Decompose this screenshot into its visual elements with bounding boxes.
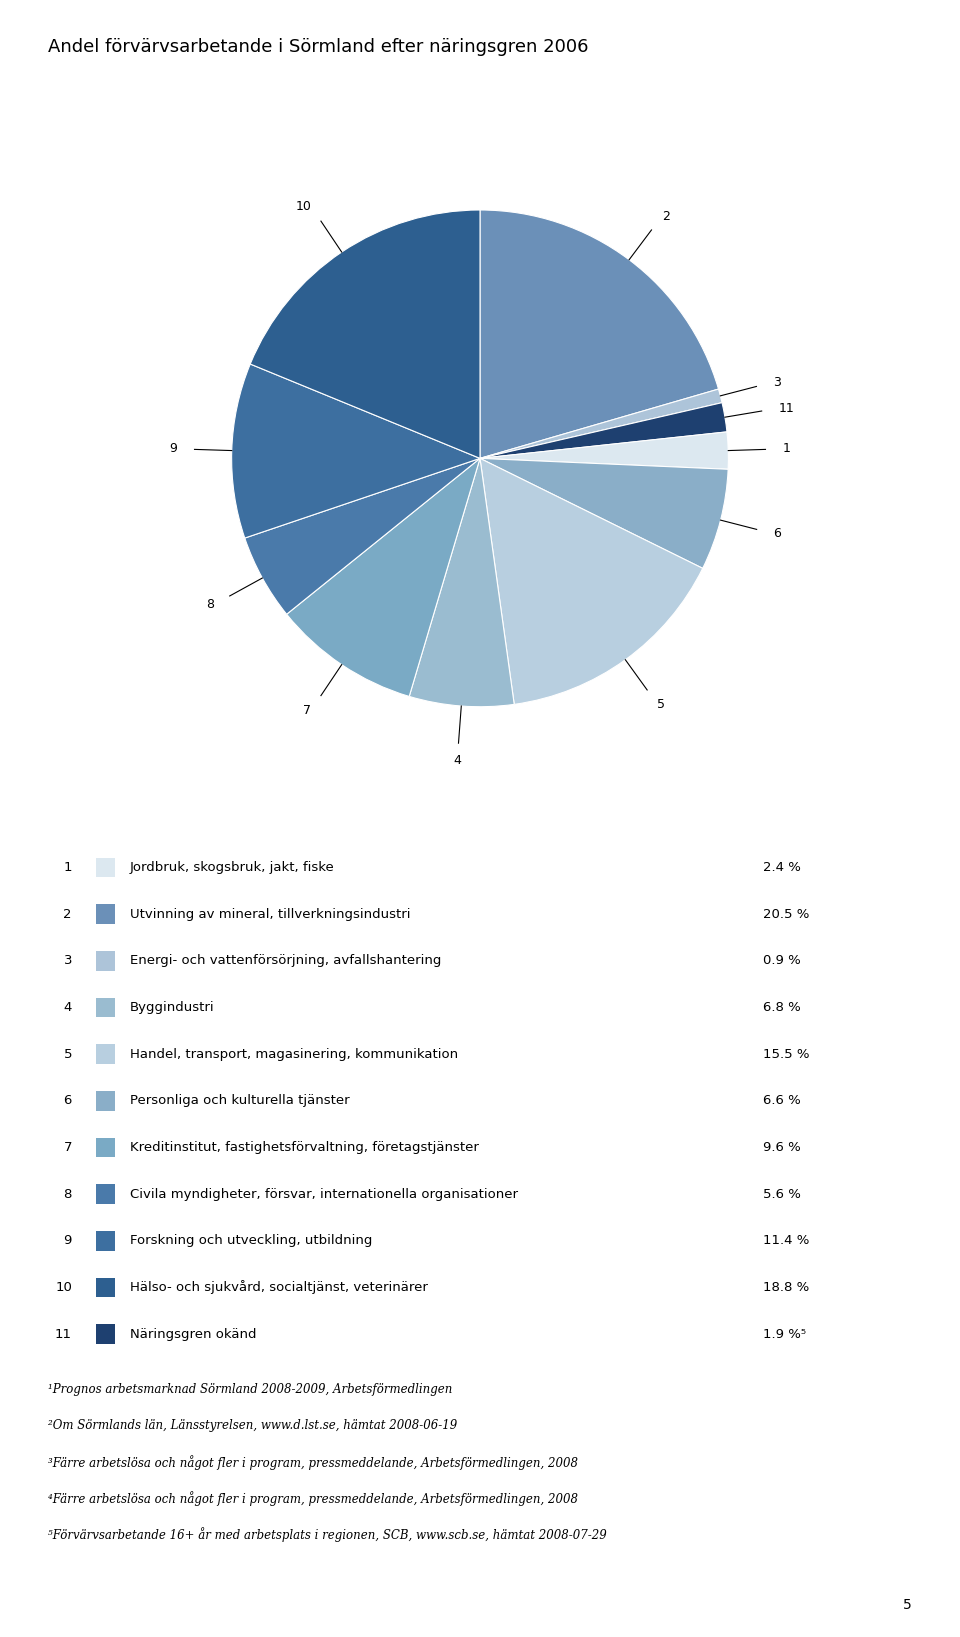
Text: Näringsgren okänd: Näringsgren okänd — [130, 1328, 256, 1341]
Text: 6: 6 — [774, 527, 781, 540]
Wedge shape — [480, 458, 703, 704]
Text: 9: 9 — [169, 442, 178, 455]
Text: Energi- och vattenförsörjning, avfallshantering: Energi- och vattenförsörjning, avfallsha… — [130, 954, 441, 967]
Text: 1: 1 — [63, 861, 72, 874]
Text: 6.8 %: 6.8 % — [763, 1002, 801, 1013]
Text: 10: 10 — [55, 1282, 72, 1293]
Text: 9: 9 — [63, 1234, 72, 1247]
Text: Personliga och kulturella tjänster: Personliga och kulturella tjänster — [130, 1095, 349, 1107]
Text: 15.5 %: 15.5 % — [763, 1048, 809, 1061]
Wedge shape — [480, 403, 727, 458]
Text: Handel, transport, magasinering, kommunikation: Handel, transport, magasinering, kommuni… — [130, 1048, 458, 1061]
Text: 5.6 %: 5.6 % — [763, 1188, 801, 1200]
Text: Civila myndigheter, försvar, internationella organisationer: Civila myndigheter, försvar, internation… — [130, 1188, 517, 1200]
Wedge shape — [287, 458, 480, 696]
Text: 7: 7 — [63, 1141, 72, 1154]
Text: 1: 1 — [782, 442, 791, 455]
Wedge shape — [480, 210, 718, 458]
Text: 4: 4 — [63, 1002, 72, 1013]
Text: 6.6 %: 6.6 % — [763, 1095, 801, 1107]
Text: Byggindustri: Byggindustri — [130, 1002, 214, 1013]
Text: ¹Prognos arbetsmarknad Sörmland 2008-2009, Arbetsförmedlingen: ¹Prognos arbetsmarknad Sörmland 2008-200… — [48, 1383, 452, 1396]
Text: 3: 3 — [773, 375, 781, 388]
Text: 11.4 %: 11.4 % — [763, 1234, 809, 1247]
Text: 4: 4 — [453, 755, 461, 768]
Text: Utvinning av mineral, tillverkningsindustri: Utvinning av mineral, tillverkningsindus… — [130, 909, 410, 920]
Text: 18.8 %: 18.8 % — [763, 1282, 809, 1293]
Text: 0.9 %: 0.9 % — [763, 954, 801, 967]
Wedge shape — [480, 390, 722, 458]
Text: 7: 7 — [303, 704, 311, 717]
Wedge shape — [480, 432, 729, 470]
Wedge shape — [231, 363, 480, 539]
Text: 8: 8 — [206, 598, 214, 611]
Text: 3: 3 — [63, 954, 72, 967]
Text: 2: 2 — [63, 909, 72, 920]
Text: 20.5 %: 20.5 % — [763, 909, 809, 920]
Text: 11: 11 — [779, 401, 795, 414]
Text: Jordbruk, skogsbruk, jakt, fiske: Jordbruk, skogsbruk, jakt, fiske — [130, 861, 334, 874]
Text: 9.6 %: 9.6 % — [763, 1141, 801, 1154]
Text: 1.9 %⁵: 1.9 %⁵ — [763, 1328, 806, 1341]
Text: Hälso- och sjukvård, socialtjänst, veterinärer: Hälso- och sjukvård, socialtjänst, veter… — [130, 1280, 427, 1295]
Text: ⁵Förvärvsarbetande 16+ år med arbetsplats i regionen, SCB, www.scb.se, hämtat 20: ⁵Förvärvsarbetande 16+ år med arbetsplat… — [48, 1527, 607, 1542]
Wedge shape — [245, 458, 480, 614]
Text: ³Färre arbetslösa och något fler i program, pressmeddelande, Arbetsförmedlingen,: ³Färre arbetslösa och något fler i progr… — [48, 1455, 578, 1470]
Text: 5: 5 — [63, 1048, 72, 1061]
Wedge shape — [409, 458, 515, 707]
Text: 10: 10 — [296, 200, 311, 213]
Text: 2.4 %: 2.4 % — [763, 861, 801, 874]
Text: 5: 5 — [658, 697, 665, 710]
Text: 11: 11 — [55, 1328, 72, 1341]
Wedge shape — [251, 210, 480, 458]
Text: Forskning och utveckling, utbildning: Forskning och utveckling, utbildning — [130, 1234, 372, 1247]
Text: 6: 6 — [63, 1095, 72, 1107]
Text: ⁴Färre arbetslösa och något fler i program, pressmeddelande, Arbetsförmedlingen,: ⁴Färre arbetslösa och något fler i progr… — [48, 1491, 578, 1506]
Text: 8: 8 — [63, 1188, 72, 1200]
Text: 2: 2 — [662, 210, 670, 223]
Text: Kreditinstitut, fastighetsförvaltning, företagstjänster: Kreditinstitut, fastighetsförvaltning, f… — [130, 1141, 478, 1154]
Text: Andel förvärvsarbetande i Sörmland efter näringsgren 2006: Andel förvärvsarbetande i Sörmland efter… — [48, 38, 588, 56]
Text: 5: 5 — [903, 1598, 912, 1612]
Wedge shape — [480, 458, 728, 568]
Text: ²Om Sörmlands län, Länsstyrelsen, www.d.lst.se, hämtat 2008-06-19: ²Om Sörmlands län, Länsstyrelsen, www.d.… — [48, 1419, 457, 1432]
